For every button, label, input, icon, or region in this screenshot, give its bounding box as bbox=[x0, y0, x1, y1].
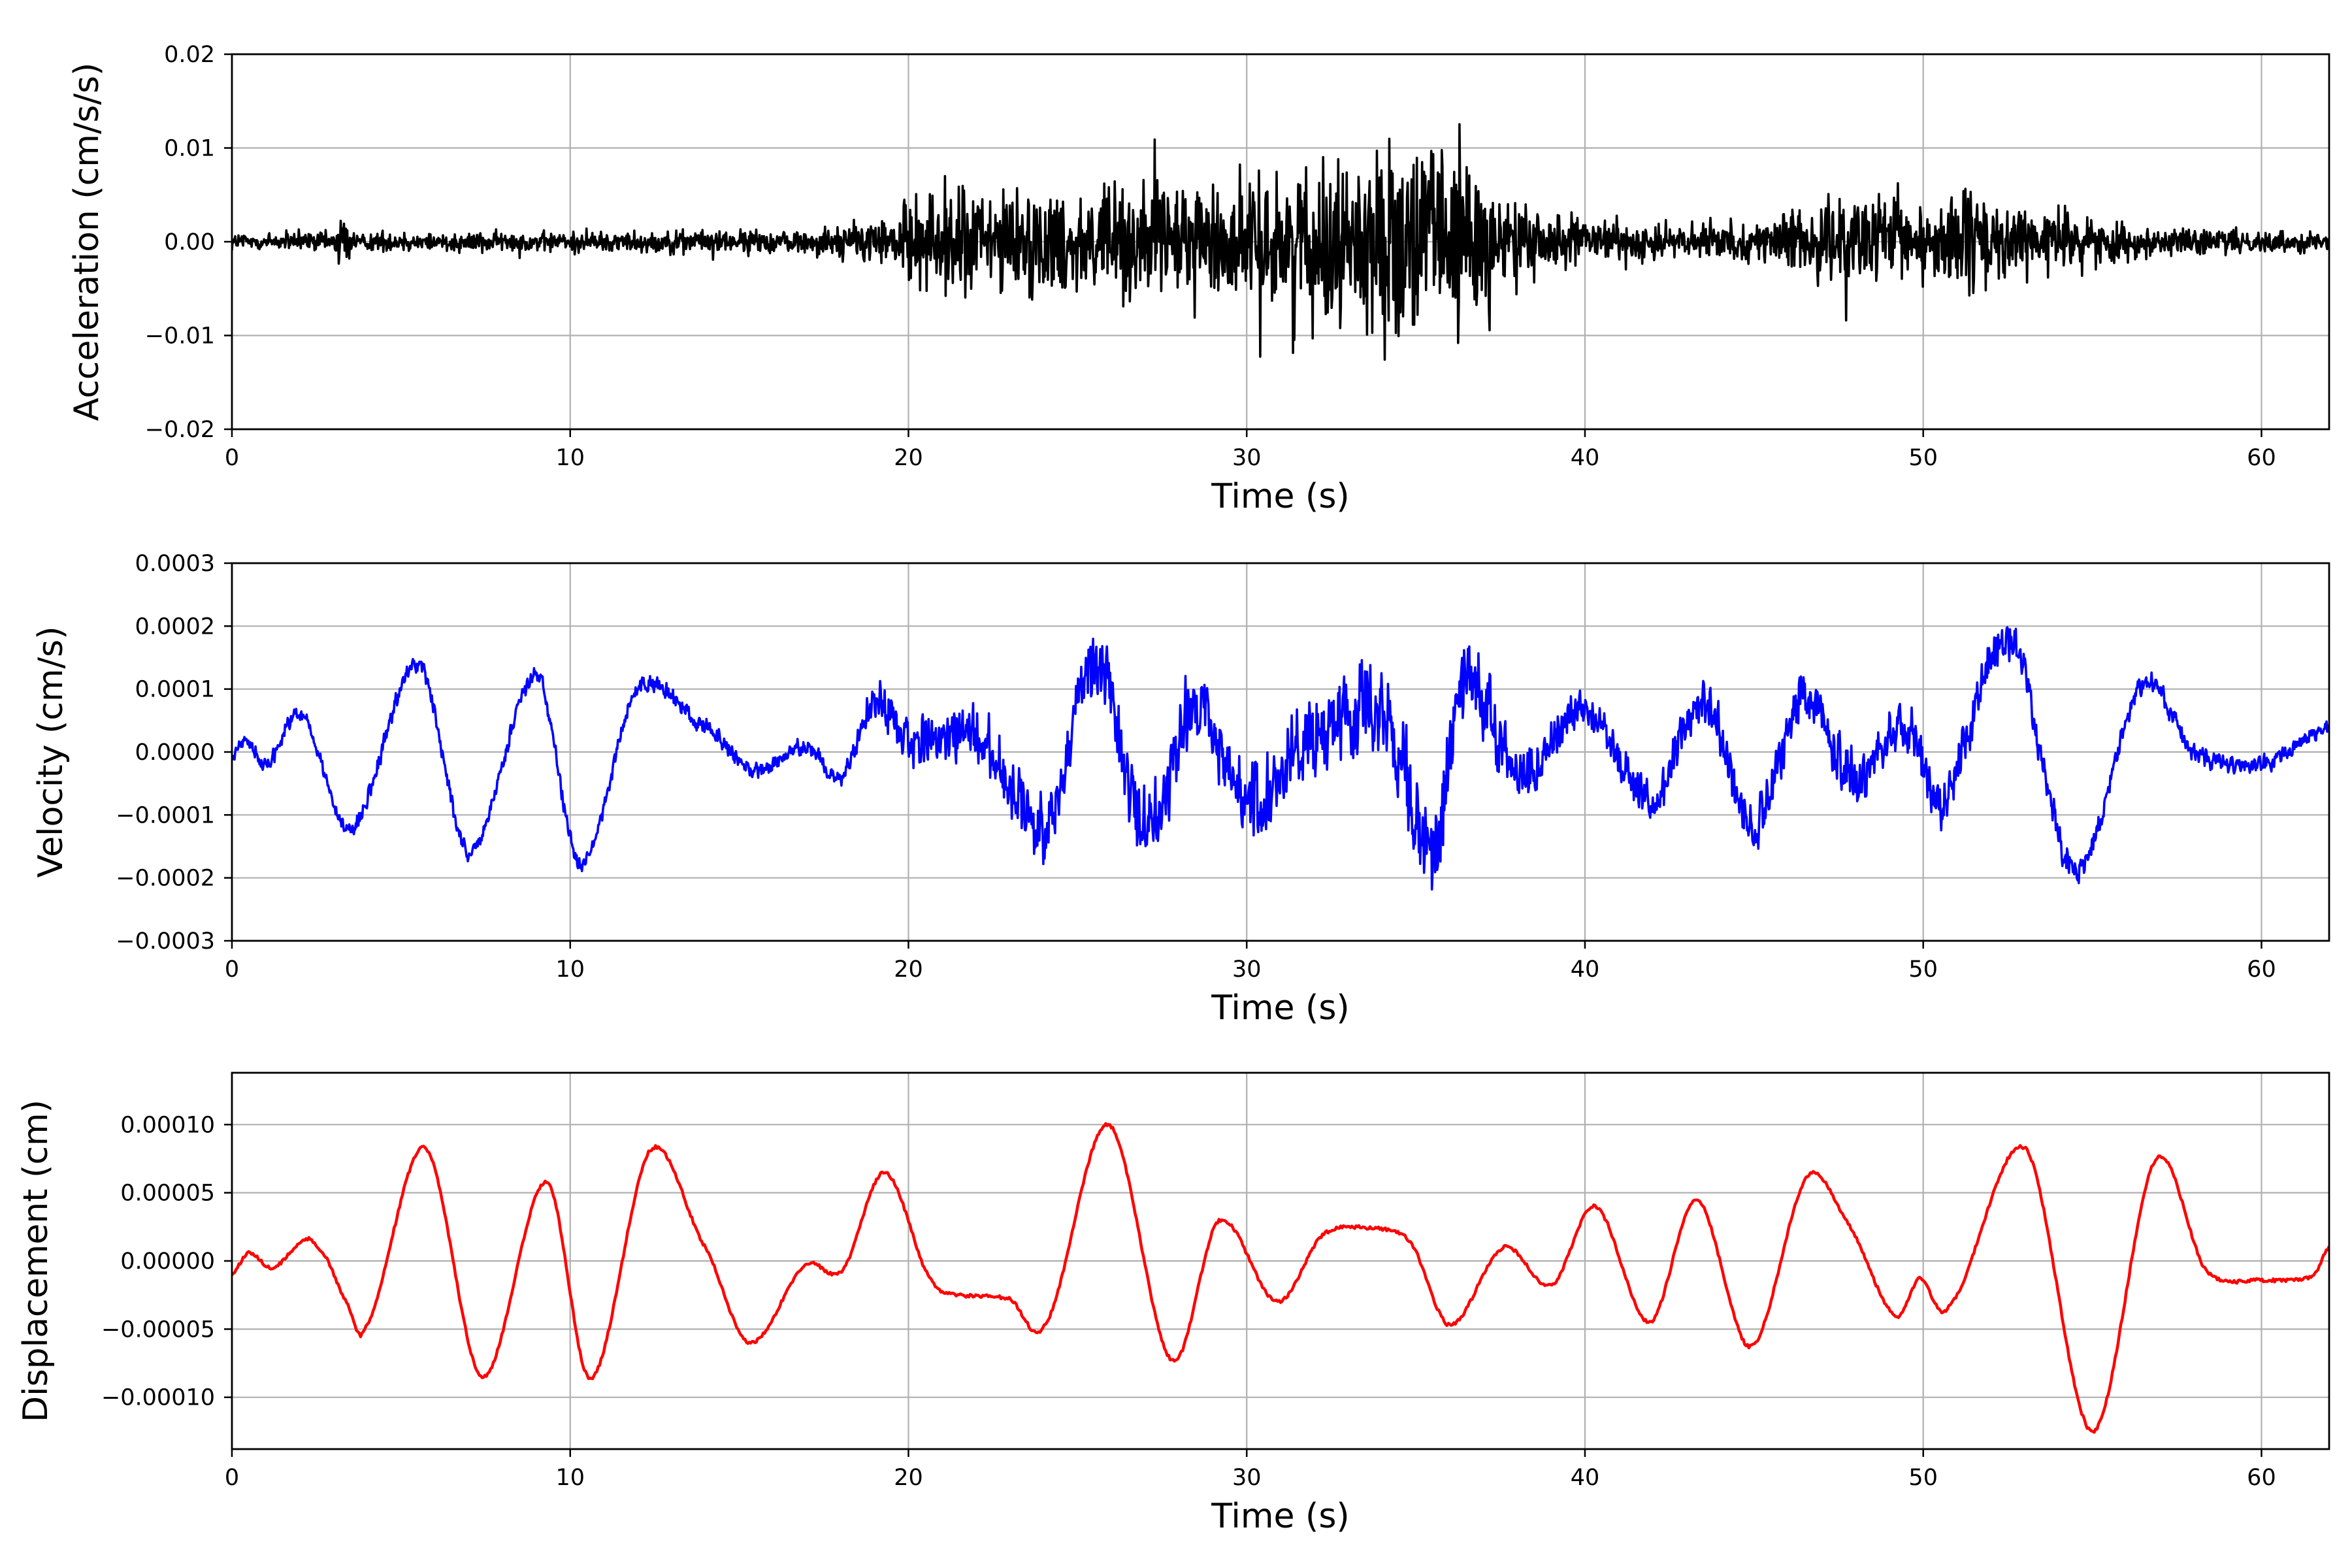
y-tick-label: −0.0002 bbox=[116, 866, 215, 892]
y-tick-label: 0.00000 bbox=[120, 1249, 215, 1275]
x-tick-label: 30 bbox=[1232, 1465, 1262, 1491]
panel-2: 0 10 20 30 40 50 60 −0.0003 −0.0002 −0.0001 0.0000… bbox=[31, 551, 2330, 1028]
y-axis-title: Displacement (cm) bbox=[16, 1100, 56, 1422]
series-line bbox=[232, 626, 2329, 891]
y-tick-label: 0.00005 bbox=[120, 1181, 215, 1207]
y-tick-label: 0.02 bbox=[164, 42, 215, 68]
panel-3: 0 10 20 30 40 50 60 −0.00010 −0.00005 0.00000 0.00… bbox=[16, 1071, 2330, 1536]
y-tick-label: 0.0001 bbox=[135, 677, 215, 703]
series-line bbox=[232, 123, 2329, 361]
panels: 0 10 20 30 40 50 60 −0.02 −0.01 0.00 0.01 0.02 Time … bbox=[16, 42, 2330, 1536]
x-tick-label: 20 bbox=[894, 1465, 923, 1491]
x-axis-title: Time (s) bbox=[1211, 477, 1349, 516]
x-tick-label: 60 bbox=[2247, 956, 2276, 983]
x-tick-label: 40 bbox=[1571, 1465, 1600, 1491]
y-tick-label: −0.01 bbox=[145, 323, 215, 350]
x-tick-label: 0 bbox=[225, 1465, 239, 1491]
x-tick-label: 40 bbox=[1571, 445, 1600, 471]
x-tick-label: 20 bbox=[894, 956, 923, 983]
y-tick-label: 0.00010 bbox=[120, 1112, 215, 1138]
x-tick-label: 0 bbox=[225, 956, 239, 983]
x-tick-label: 10 bbox=[555, 1465, 585, 1491]
grid bbox=[231, 1073, 2329, 1449]
x-axis-title: Time (s) bbox=[1211, 988, 1349, 1028]
x-axis-title: Time (s) bbox=[1211, 1497, 1349, 1536]
grid bbox=[231, 562, 2329, 942]
series-line bbox=[232, 1122, 2329, 1434]
y-axis-title: Velocity (cm/s) bbox=[31, 627, 71, 878]
y-tick-label: −0.00005 bbox=[101, 1316, 215, 1343]
y-tick-label: 0.0002 bbox=[135, 613, 215, 640]
x-tick-label: 20 bbox=[894, 445, 923, 471]
x-tick-label: 50 bbox=[1908, 1465, 1938, 1491]
x-tick-label: 30 bbox=[1232, 445, 1262, 471]
x-tick-label: 50 bbox=[1908, 445, 1938, 471]
x-tick-label: 40 bbox=[1571, 956, 1600, 983]
y-tick-label: −0.00010 bbox=[101, 1385, 215, 1411]
y-tick-label: 0.01 bbox=[164, 136, 215, 162]
y-axis-title: Acceleration (cm/s/s) bbox=[67, 63, 106, 421]
y-tick-label: 0.0003 bbox=[135, 551, 215, 577]
x-tick-label: 50 bbox=[1908, 956, 1938, 983]
panel-1: 0 10 20 30 40 50 60 −0.02 −0.01 0.00 0.01 0.02 Time … bbox=[67, 42, 2330, 516]
x-tick-label: 0 bbox=[225, 445, 239, 471]
y-tick-label: −0.02 bbox=[145, 417, 215, 443]
y-tick-label: 0.0000 bbox=[135, 740, 215, 766]
x-tick-label: 30 bbox=[1232, 956, 1262, 983]
x-tick-label: 10 bbox=[555, 445, 585, 471]
y-tick-label: −0.0001 bbox=[116, 802, 215, 828]
x-tick-label: 60 bbox=[2247, 1465, 2276, 1491]
x-tick-label: 10 bbox=[555, 956, 585, 983]
x-tick-label: 60 bbox=[2247, 445, 2276, 471]
y-tick-label: −0.0003 bbox=[116, 928, 215, 955]
y-tick-label: 0.00 bbox=[164, 229, 215, 255]
